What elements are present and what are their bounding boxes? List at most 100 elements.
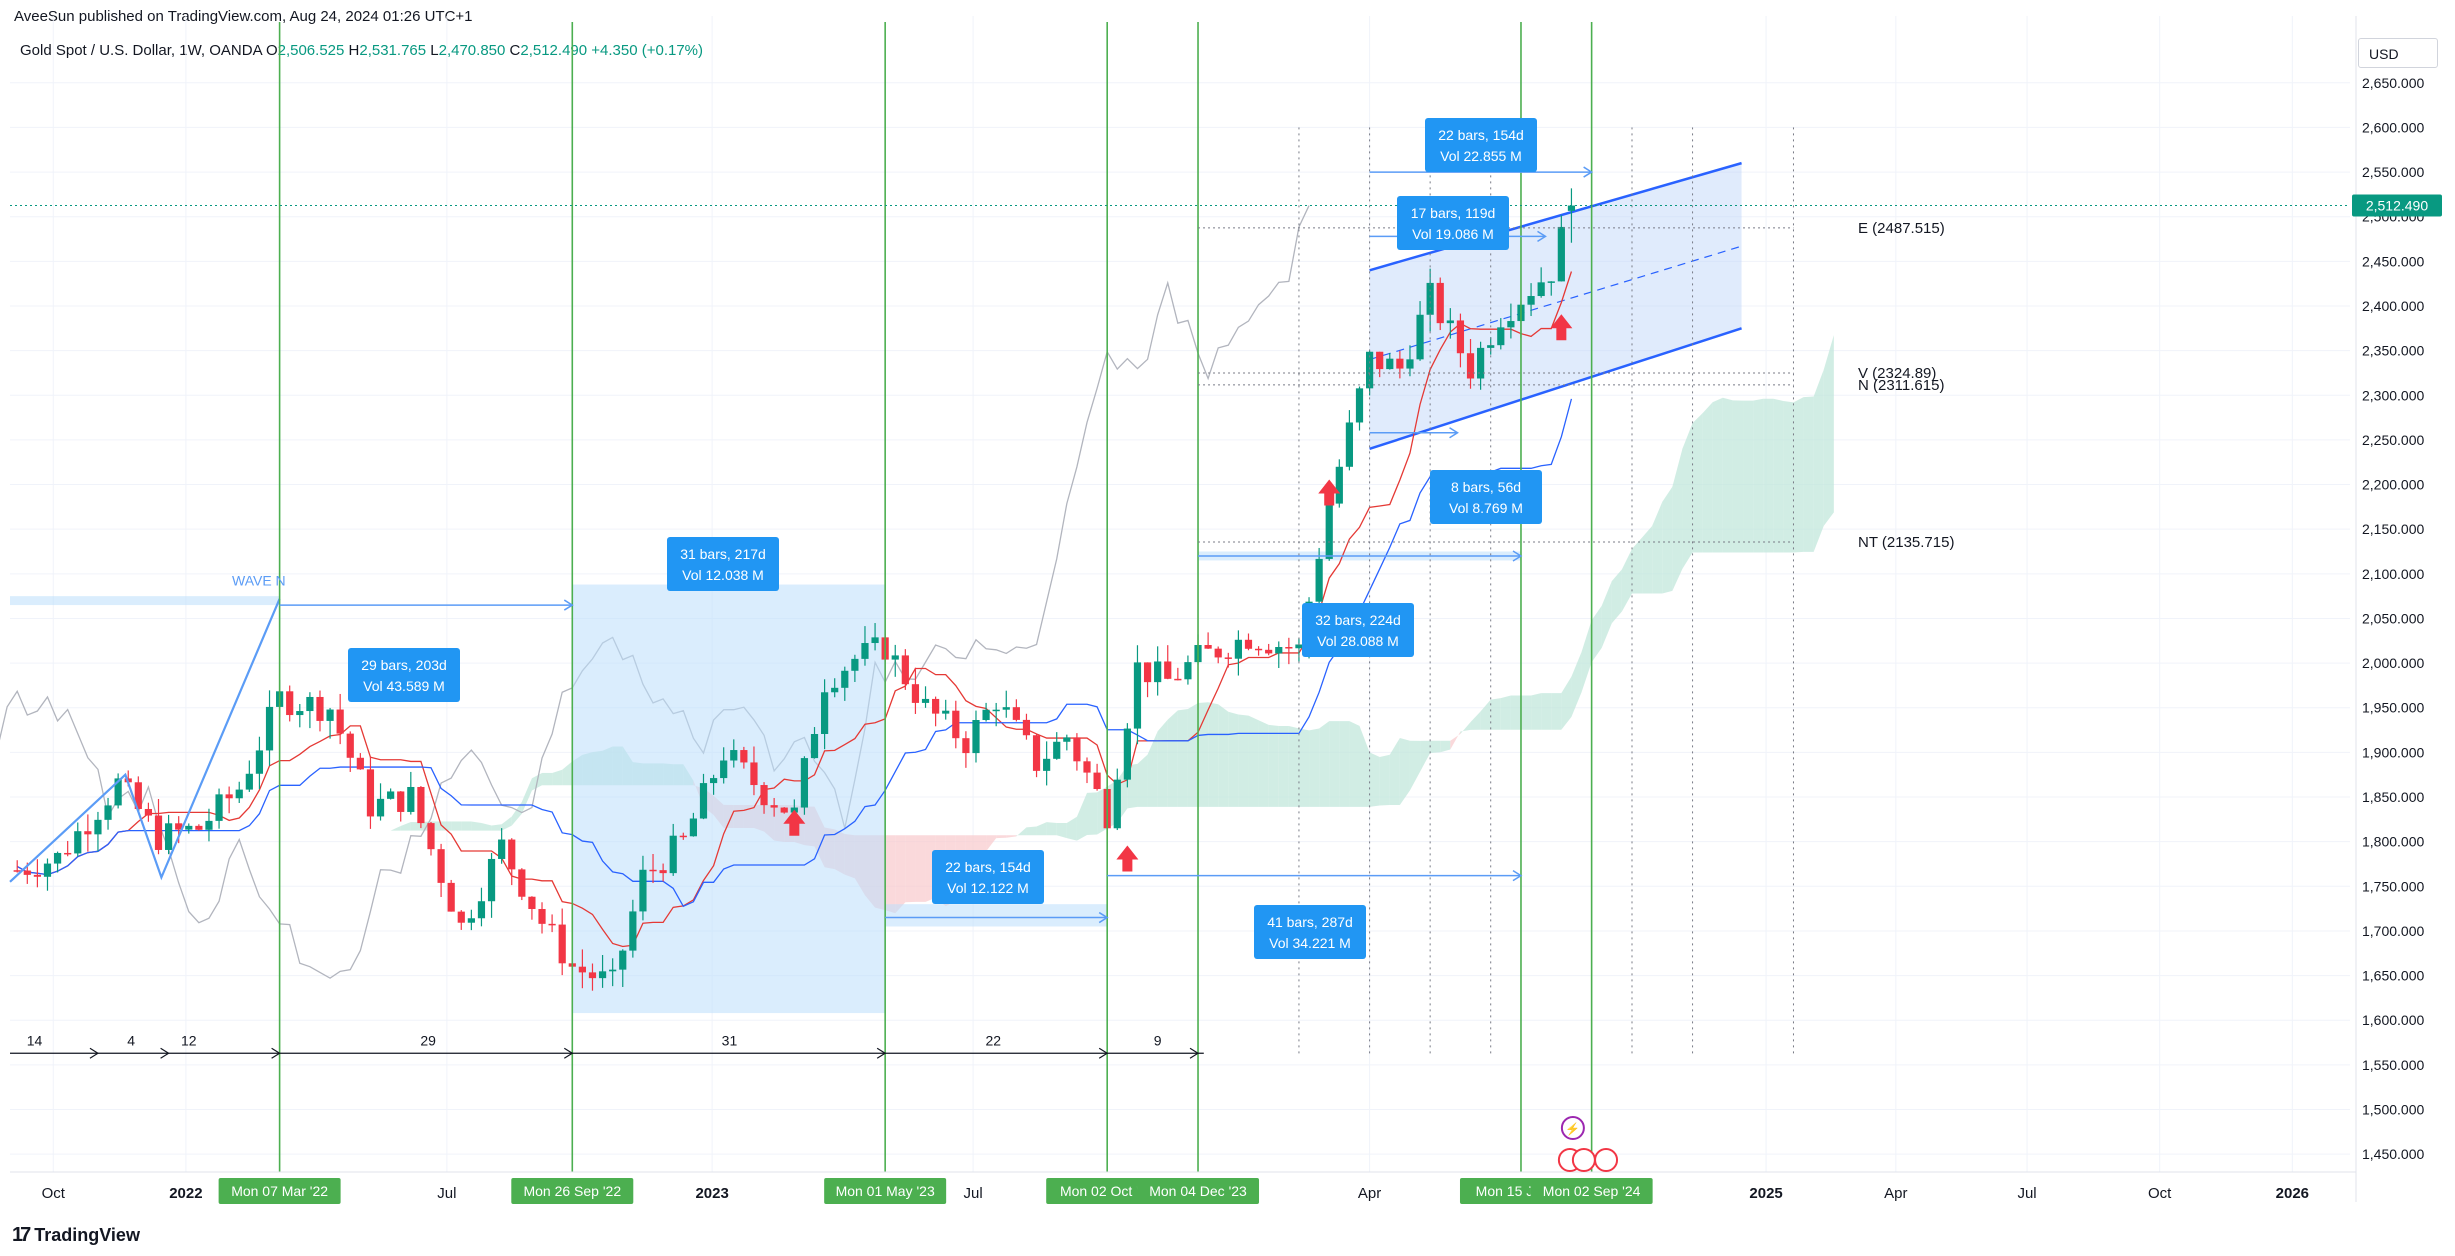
price-tick-label: 2,650.000 [2362,75,2424,91]
channel-mid [1369,245,1742,361]
range-box-fill [10,596,280,606]
cloud-segment [1026,826,1037,836]
level-label: V (2324.89) [1858,365,1936,382]
candle-body [558,924,566,964]
candle-body [1164,661,1172,679]
tradingview-logo[interactable]: 17 TradingView [12,1224,140,1247]
candle-body [397,791,405,812]
channel-lower [1369,327,1742,451]
cloud-segment [1581,620,1592,693]
candle-body [1174,678,1182,681]
candle-body [528,896,536,909]
candle-body [134,782,142,809]
cloud-segment [501,816,512,831]
candle-body [195,825,203,830]
cloud-segment [471,821,482,831]
date-badge-label: Mon 02 Sep '24 [1543,1183,1641,1199]
cloud-segment [491,824,502,831]
range-info-box [1430,470,1542,524]
price-tick-label: 2,150.000 [2362,521,2424,537]
candle-body [1325,503,1333,559]
cloud-segment [1157,719,1168,807]
cloud-segment [562,761,573,786]
range-info-line1: 8 bars, 56d [1451,479,1521,495]
candle-body [53,852,62,864]
range-info-line1: 31 bars, 217d [680,546,766,562]
open-label: O [265,42,278,59]
candle-body [992,709,1000,712]
cloud-segment [1753,398,1764,553]
candle-body [417,786,425,824]
cloud-segment [1399,737,1410,806]
range-info-box [667,537,779,591]
price-tick-label: 1,450.000 [2362,1146,2424,1162]
candle-body [74,831,82,854]
range-box-fill [885,904,1108,927]
bar-count-arrow [271,1047,281,1059]
range-info-line1: 22 bars, 154d [1438,127,1524,143]
candle-body [508,839,516,870]
range-info-line2: Vol 34.221 M [1269,935,1351,951]
cloud-segment [1187,703,1199,807]
date-badge [1530,1178,1653,1204]
candle-body [387,791,395,799]
cloud-segment [1803,396,1814,552]
cloud-segment [319,865,331,872]
cloud-segment [885,835,896,914]
signal-up-arrow [1550,314,1573,341]
date-badge-label: Mon 04 Dec '23 [1149,1183,1247,1199]
cloud-segment [1652,501,1663,594]
event-flag-icon [1594,1148,1619,1172]
candle-body [1426,282,1434,315]
currency-selector[interactable]: USD [2358,38,2438,68]
cloud-segment [1349,721,1360,807]
candle-body [689,818,698,837]
candle-body [720,760,728,779]
candle-body [871,637,879,644]
time-tick-label: 2026 [2276,1185,2309,1202]
candle-body [861,643,869,659]
candle-body [1497,327,1505,346]
signal-up-arrow [1116,845,1139,872]
candle-body [477,901,486,919]
cloud-segment [1430,740,1441,754]
time-tick-label: Apr [1884,1185,1907,1202]
candle-body [255,750,264,774]
cloud-segment [279,866,290,873]
candle-body [1002,707,1010,710]
cloud-segment [1016,827,1027,837]
bar-count-label: 9 [1154,1032,1162,1048]
cloud-segment [1732,400,1744,553]
candle-body [1224,657,1232,659]
range-arrow-head [1449,427,1459,439]
price-tick-label: 1,750.000 [2362,878,2424,894]
candle-body [1053,741,1061,759]
candle-body [376,798,385,817]
candle-body [1214,648,1222,658]
candle-body [1143,662,1152,683]
cloud-segment [1339,721,1350,807]
cloud-segment [1621,548,1632,612]
candle-body [659,870,667,874]
candle-body [588,972,597,979]
range-box-fill [572,584,886,1014]
cloud-segment [1450,731,1461,750]
cloud-segment [1056,822,1067,839]
candle-body [1436,282,1444,324]
candle-body [447,882,455,912]
candle-body [1295,644,1303,649]
price-tick-label: 2,550.000 [2362,164,2424,180]
date-badge [511,1178,634,1204]
candle-body [609,969,617,972]
candle-body [1527,296,1535,305]
published-note: AveeSun published on TradingView.com, Au… [14,8,473,25]
candle-body [629,911,637,951]
candle-body [1244,639,1253,649]
cloud-segment [1480,699,1491,730]
candle-body [699,783,708,819]
cloud-segment [1177,708,1188,807]
candle-body [1376,351,1384,370]
cloud-segment [451,821,462,831]
cloud-segment [1319,721,1330,807]
